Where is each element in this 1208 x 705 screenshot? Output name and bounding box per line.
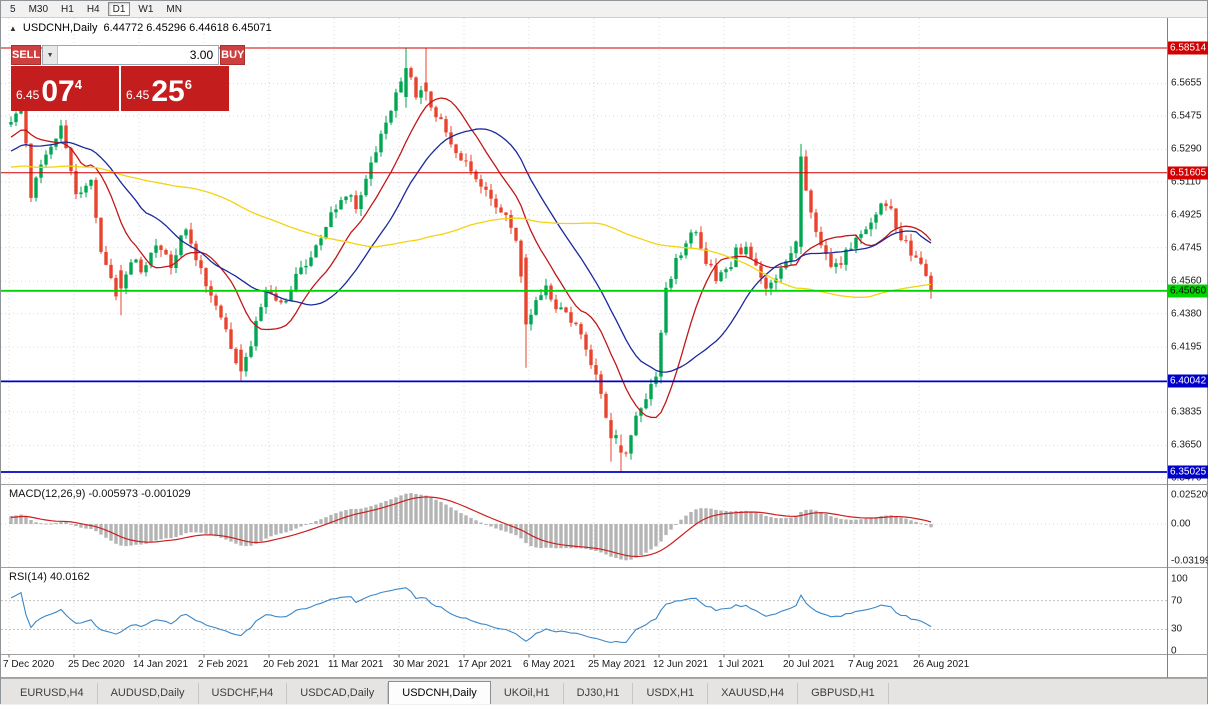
price-tick-label: 6.5290	[1171, 143, 1202, 155]
price-tick-label: 6.3835	[1171, 406, 1202, 418]
buy-price-display[interactable]: 6.45 25 6	[121, 66, 229, 111]
date-axis-label: 26 Aug 2021	[913, 659, 970, 670]
timeframe-button-h4[interactable]: H4	[86, 4, 100, 15]
price-level-badge: 6.35025	[1168, 465, 1208, 479]
price-tick-label: 6.4560	[1171, 275, 1202, 287]
moving-average-lines	[10, 97, 932, 419]
chart-tab-xauusd[interactable]: XAUUSD,H4	[708, 683, 799, 704]
price-tick-label: 6.5110	[1171, 176, 1201, 188]
time-axis[interactable]: 7 Dec 2020 25 Dec 2020 14 Jan 2021 2 Feb 20…	[1, 659, 1167, 675]
rsi-axis-label: 100	[1171, 573, 1188, 585]
date-axis-label: 25 Dec 2020	[68, 659, 125, 670]
timeframe-button-mn[interactable]: MN	[166, 4, 182, 15]
timeframe-button-d1[interactable]: D1	[107, 2, 131, 16]
chart-tab-gbpusd[interactable]: GBPUSD,H1	[798, 683, 889, 704]
price-axis[interactable]: 6.5655 6.5475 6.5290 6.5110 6.4925 6.4745 6.45…	[1168, 1, 1208, 678]
date-axis-label: 17 Apr 2021	[458, 659, 512, 670]
price-level-badge: 6.51605	[1168, 166, 1208, 180]
price-level-badge: 6.58514	[1168, 41, 1208, 55]
date-axis-label: 20 Jul 2021	[783, 659, 835, 670]
date-axis-label: 20 Feb 2021	[263, 659, 320, 670]
buy-button[interactable]: BUY	[220, 45, 246, 65]
date-axis-label: 7 Dec 2020	[3, 659, 55, 670]
candlestick-series	[9, 48, 933, 472]
date-axis-label: 1 Jul 2021	[718, 659, 765, 670]
date-axis-label: 7 Aug 2021	[848, 659, 899, 670]
chart-tab-usdx[interactable]: USDX,H1	[633, 683, 709, 704]
price-tick-label: 6.3650	[1171, 439, 1202, 451]
price-tick-label: 6.5655	[1171, 77, 1202, 89]
macd-indicator-label: MACD(12,26,9) -0.005973 -0.001029	[9, 488, 191, 500]
horizontal-level-lines[interactable]	[1, 47, 1167, 473]
timeframe-button-5[interactable]: 5	[10, 4, 16, 15]
chart-title-bar: ▲ USDCNH,Daily 6.44772 6.45296 6.44618 6…	[9, 22, 272, 34]
date-axis-label: 30 Mar 2021	[393, 659, 450, 670]
chart-tab-usdcnh[interactable]: USDCNH,Daily	[388, 681, 491, 704]
price-tick-label: 6.4195	[1171, 341, 1202, 353]
buy-price-point: 6	[184, 77, 192, 92]
price-level-badge: 6.40042	[1168, 374, 1208, 388]
chart-tab-dj30[interactable]: DJ30,H1	[564, 683, 634, 704]
date-axis-label: 25 May 2021	[588, 659, 646, 670]
sell-price-display[interactable]: 6.45 07 4	[11, 66, 119, 111]
rsi-indicator-label: RSI(14) 40.0162	[9, 571, 90, 583]
sell-price-point: 4	[74, 77, 82, 92]
date-axis-label: 6 May 2021	[523, 659, 576, 670]
chart-ohlc-values: 6.44772 6.45296 6.44618 6.45071	[103, 22, 272, 34]
volume-stepper: ▼	[42, 45, 220, 65]
sell-button[interactable]: SELL	[11, 45, 42, 65]
buy-price-pips: 25	[151, 75, 185, 108]
chart-tab-usdcad[interactable]: USDCAD,Daily	[287, 683, 389, 704]
pane-separators	[1, 18, 1208, 678]
price-level-badge: 6.45060	[1168, 284, 1208, 298]
volume-input[interactable]	[58, 46, 219, 64]
price-tick-label: 6.5475	[1171, 110, 1202, 122]
buy-price-prefix: 6.45	[126, 88, 150, 102]
chart-tab-eurusd[interactable]: EURUSD,H4	[7, 683, 98, 704]
date-axis-label: 11 Mar 2021	[328, 659, 384, 670]
price-tick-label: 6.4925	[1171, 209, 1202, 221]
timeframe-button-h1[interactable]: H1	[61, 4, 74, 15]
rsi-axis-label: 30	[1171, 623, 1183, 635]
sell-price-pips: 07	[41, 75, 75, 108]
date-axis-label: 2 Feb 2021	[198, 659, 249, 670]
date-axis-label: 14 Jan 2021	[133, 659, 189, 670]
macd-axis-label: 0.025209	[1171, 489, 1208, 501]
rsi-axis-label: 0	[1171, 645, 1177, 657]
collapse-panel-icon[interactable]: ▲	[9, 23, 17, 33]
macd-axis-label: -0.031996	[1171, 555, 1208, 567]
date-axis-label: 12 Jun 2021	[653, 659, 709, 670]
grid-lines	[1, 18, 1167, 655]
chart-tabs-bar: EURUSD,H4 AUDUSD,Daily USDCHF,H4 USDCAD,Dai…	[1, 678, 1207, 704]
volume-dropdown-icon[interactable]: ▼	[43, 46, 59, 64]
rsi-axis-label: 70	[1171, 595, 1183, 607]
chart-tab-ukoil[interactable]: UKOil,H1	[491, 683, 564, 704]
chart-tab-usdchf[interactable]: USDCHF,H4	[199, 683, 288, 704]
timeframe-toolbar: 5 M30 H1 H4 D1 W1 MN	[1, 1, 1207, 18]
timeframe-button-w1[interactable]: W1	[138, 4, 154, 15]
one-click-trade-panel: SELL ▼ BUY 6.45 07 4 6.45 25 6	[11, 45, 246, 111]
price-tick-label: 6.4745	[1171, 242, 1202, 254]
timeframe-button-m30[interactable]: M30	[28, 4, 49, 15]
macd-axis-label: 0.00	[1171, 518, 1191, 530]
chart-symbol-label: USDCNH,Daily	[22, 22, 98, 34]
sell-price-prefix: 6.45	[16, 88, 40, 102]
price-tick-label: 6.4380	[1171, 308, 1202, 320]
chart-tab-audusd[interactable]: AUDUSD,Daily	[98, 683, 199, 704]
macd-pane	[1, 493, 1167, 561]
rsi-pane	[1, 587, 1167, 644]
